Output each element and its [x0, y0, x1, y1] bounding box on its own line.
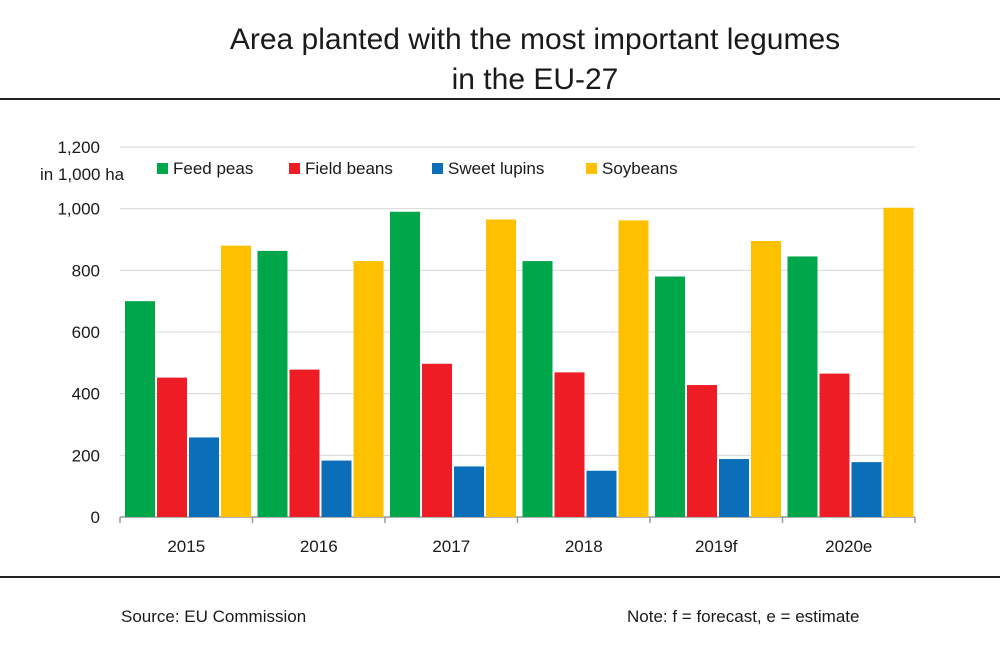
- bar-sweet-lupins: [321, 460, 352, 517]
- bar-feed-peas: [125, 301, 155, 517]
- chart-title-line1: Area planted with the most important leg…: [229, 23, 841, 56]
- bar-feed-peas: [257, 250, 288, 518]
- bar-soybeans: [221, 245, 251, 517]
- bar-sweet-lupins: [586, 470, 617, 517]
- x-tick-label: 2019f: [695, 537, 738, 556]
- x-tick-label: 2016: [300, 537, 338, 556]
- bar-sweet-lupins: [719, 459, 749, 517]
- x-tick-label: 2017: [432, 537, 470, 556]
- bar-field-beans: [554, 372, 585, 517]
- legend-label: Soybeans: [602, 159, 678, 178]
- legend-swatch: [157, 163, 168, 174]
- y-tick-label: 600: [72, 323, 100, 342]
- y-tick-label: 400: [72, 385, 100, 404]
- bar-field-beans: [157, 377, 187, 517]
- legend-swatch: [586, 163, 597, 174]
- x-tick-label: 2018: [565, 537, 603, 556]
- bar-feed-peas: [390, 211, 420, 517]
- bar-sweet-lupins: [851, 462, 882, 517]
- chart-title: Area planted with the most important leg…: [0, 20, 1000, 100]
- bar-field-beans: [819, 373, 850, 517]
- y-axis-unit-label: in 1,000 ha: [40, 165, 125, 184]
- bar-soybeans: [751, 241, 781, 517]
- y-tick-label: 800: [72, 261, 100, 280]
- bar-soybeans: [618, 220, 649, 517]
- bar-sweet-lupins: [189, 437, 219, 517]
- bar-chart: 0 200 400 600 800 1,000 1,200 2015 2016 2017 2018 2…: [57, 138, 916, 556]
- x-tick-label: 2015: [167, 537, 205, 556]
- y-tick-label: 0: [91, 508, 100, 527]
- legend-swatch: [289, 163, 300, 174]
- bottom-divider: [0, 576, 1000, 578]
- bar-field-beans: [422, 363, 452, 517]
- bar-feed-peas: [787, 256, 818, 517]
- legend-label: Feed peas: [173, 159, 253, 178]
- bar-soybeans: [353, 261, 384, 517]
- legend-label: Sweet lupins: [448, 159, 544, 178]
- y-tick-label: 200: [72, 446, 100, 465]
- y-tick-label: 1,000: [57, 200, 100, 219]
- top-divider: [0, 98, 1000, 100]
- forecast-note: Note: f = forecast, e = estimate: [627, 607, 860, 626]
- bar-feed-peas: [655, 276, 685, 517]
- bar-feed-peas: [522, 261, 553, 517]
- chart-title-line2: in the EU-27: [451, 63, 619, 96]
- bar-soybeans: [486, 219, 516, 518]
- source-note: Source: EU Commission: [121, 607, 307, 626]
- legend-label: Field beans: [305, 159, 393, 178]
- bar-field-beans: [289, 369, 320, 517]
- bar-sweet-lupins: [454, 466, 484, 517]
- x-tick-label: 2020e: [825, 537, 872, 556]
- bar-soybeans: [883, 207, 914, 517]
- legend-swatch: [432, 163, 443, 174]
- y-tick-label: 1,200: [57, 138, 100, 157]
- bar-field-beans: [687, 385, 717, 517]
